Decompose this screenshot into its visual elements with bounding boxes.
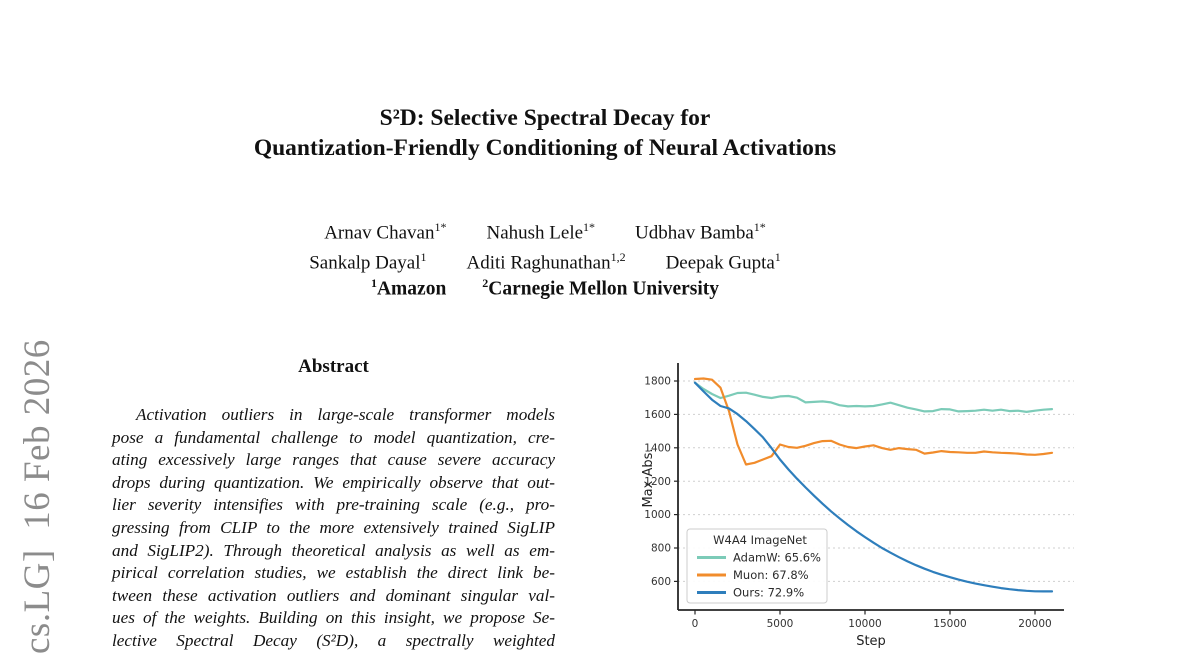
abstract-line: tween these activation outliers and domi…: [112, 585, 555, 605]
svg-text:15000: 15000: [933, 618, 966, 630]
abstract-line: drops during quantization. We empiricall…: [112, 472, 555, 492]
abstract-text: Activation outliers in large-scale trans…: [112, 404, 555, 653]
author-name: Udbhav Bamba1*: [635, 220, 766, 244]
abstract-line: ues of the weights. Building on this ins…: [112, 608, 555, 628]
training-chart: 600 800 1000 1200 1400 1600 1800 0 5000 10000 1500…: [641, 363, 1074, 648]
author-name: Aditi Raghunathan1,2: [466, 250, 626, 274]
arxiv-watermark: cs.LG] 16 Feb 2026: [17, 339, 58, 654]
author-name: Sankalp Dayal1: [309, 250, 427, 274]
abstract-line: lective Spectral Decay (S²D), a spectral…: [112, 630, 555, 650]
svg-text:1800: 1800: [644, 376, 671, 388]
svg-text:1400: 1400: [644, 442, 671, 454]
svg-text:10000: 10000: [848, 618, 881, 630]
affiliation: 1Amazon: [370, 276, 447, 300]
svg-text:Ours: 72.9%: Ours: 72.9%: [733, 586, 804, 600]
series-line: [693, 381, 1054, 414]
svg-text:Step: Step: [856, 634, 886, 648]
title-line-1: S²D: Selective Spectral Decay for: [379, 105, 711, 131]
affiliation: 2Carnegie Mellon University: [482, 276, 720, 300]
svg-text:Max Abs.: Max Abs.: [641, 448, 656, 507]
affiliation-line: 1Amazon 2Carnegie Mellon University: [95, 276, 995, 301]
abstract-line: pose a fundamental challenge to model qu…: [112, 427, 555, 447]
author-name: Deepak Gupta1: [665, 250, 781, 274]
series-line: [693, 381, 1054, 593]
author-row: Sankalp Dayal1 Aditi Raghunathan1,2 Deepak…: [95, 242, 995, 274]
paper-title: S²D: Selective Spectral Decay for Quanti…: [95, 103, 995, 163]
abstract-line: ating excessively large ranges that caus…: [112, 450, 555, 470]
abstract-line: gressing from CLIP to the more extensive…: [112, 517, 555, 537]
abstract-line: pirical correlation studies, we establis…: [112, 563, 555, 583]
svg-text:1200: 1200: [644, 476, 671, 488]
title-line-2: Quantization-Friendly Conditioning of Ne…: [253, 135, 837, 161]
abstract-line: Activation outliers in large-scale trans…: [136, 405, 555, 424]
svg-text:5000: 5000: [767, 618, 794, 630]
chart-legend: [686, 528, 828, 604]
abstract-line: and SigLIP2). Through theoretical analys…: [112, 540, 555, 560]
svg-text:600: 600: [651, 576, 671, 588]
abstract-heading: Abstract: [298, 356, 369, 377]
svg-text:AdamW: 65.6%: AdamW: 65.6%: [733, 551, 821, 565]
svg-text:1000: 1000: [644, 509, 671, 521]
svg-text:W4A4 ImageNet: W4A4 ImageNet: [713, 533, 807, 547]
author-block: Arnav Chavan1* Nahush Lele1* Udbhav Bamba1…: [95, 212, 995, 274]
svg-text:1600: 1600: [644, 409, 671, 421]
series-line: [693, 377, 1054, 466]
svg-text:0: 0: [692, 618, 699, 630]
author-name: Arnav Chavan1*: [324, 220, 447, 244]
abstract-line: lier severity intensifies with pre-train…: [112, 495, 555, 515]
author-name: Nahush Lele1*: [486, 220, 596, 244]
svg-text:800: 800: [651, 543, 671, 555]
svg-text:20000: 20000: [1018, 618, 1051, 630]
author-row: Arnav Chavan1* Nahush Lele1* Udbhav Bamba1…: [95, 212, 995, 244]
svg-text:Muon: 67.8%: Muon: 67.8%: [733, 568, 809, 582]
